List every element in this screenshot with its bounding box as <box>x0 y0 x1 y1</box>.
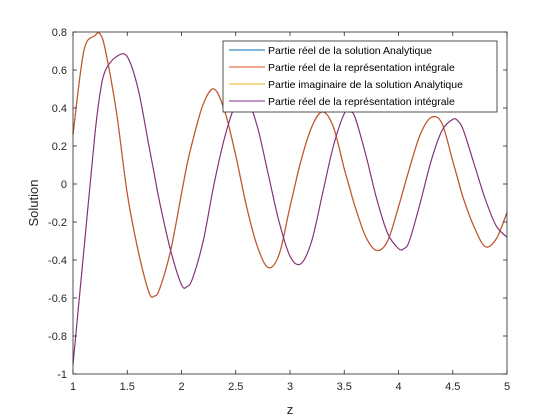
series-layer <box>72 32 508 365</box>
x-tick-label: 1 <box>70 381 76 393</box>
x-tick-label: 5 <box>504 381 510 393</box>
y-tick-label: -0.6 <box>48 293 67 305</box>
y-tick-label: -0.4 <box>48 255 67 267</box>
legend: Partie réel de la solution Analytique Par… <box>222 40 498 113</box>
legend-entry-3: Partie imaginaire de la solution Analyti… <box>268 79 463 91</box>
y-tick-label: 0.6 <box>52 65 67 77</box>
legend-entry-4: Partie réel de la représentation intégra… <box>268 96 455 108</box>
legend-items: Partie réel de la solution Analytique Par… <box>229 45 463 108</box>
x-tick-label: 3.5 <box>337 381 352 393</box>
legend-box <box>222 40 498 113</box>
y-tick-label: 0.2 <box>52 141 67 153</box>
x-axis-label: z <box>287 402 294 417</box>
y-tick-label: 0 <box>61 179 67 191</box>
y-tick-label: -0.8 <box>48 331 67 343</box>
series-line-4 <box>72 53 508 365</box>
y-tick-label: 0.4 <box>52 103 67 115</box>
y-tick-label: -0.2 <box>48 217 67 229</box>
tick-layer: 1 1.5 2 2.5 3 3.5 4 4.5 5 -1 -0.8 -0.6 -0.4 -0.2 0 0.2 0… <box>48 27 510 393</box>
y-tick-label: 0.8 <box>52 27 67 39</box>
legend-entry-2: Partie réel de la représentation intégra… <box>268 62 455 74</box>
x-tick-label: 4.5 <box>445 381 460 393</box>
x-tick-label: 3 <box>287 381 293 393</box>
series-line-2 <box>72 32 508 298</box>
y-tick-label: -1 <box>57 369 67 381</box>
x-tick-label: 2.5 <box>228 381 243 393</box>
legend-entry-1: Partie réel de la solution Analytique <box>268 45 432 57</box>
y-axis-label: Solution <box>26 180 41 227</box>
x-tick-label: 4 <box>395 381 401 393</box>
x-tick-label: 2 <box>178 381 184 393</box>
x-tick-label: 1.5 <box>120 381 135 393</box>
